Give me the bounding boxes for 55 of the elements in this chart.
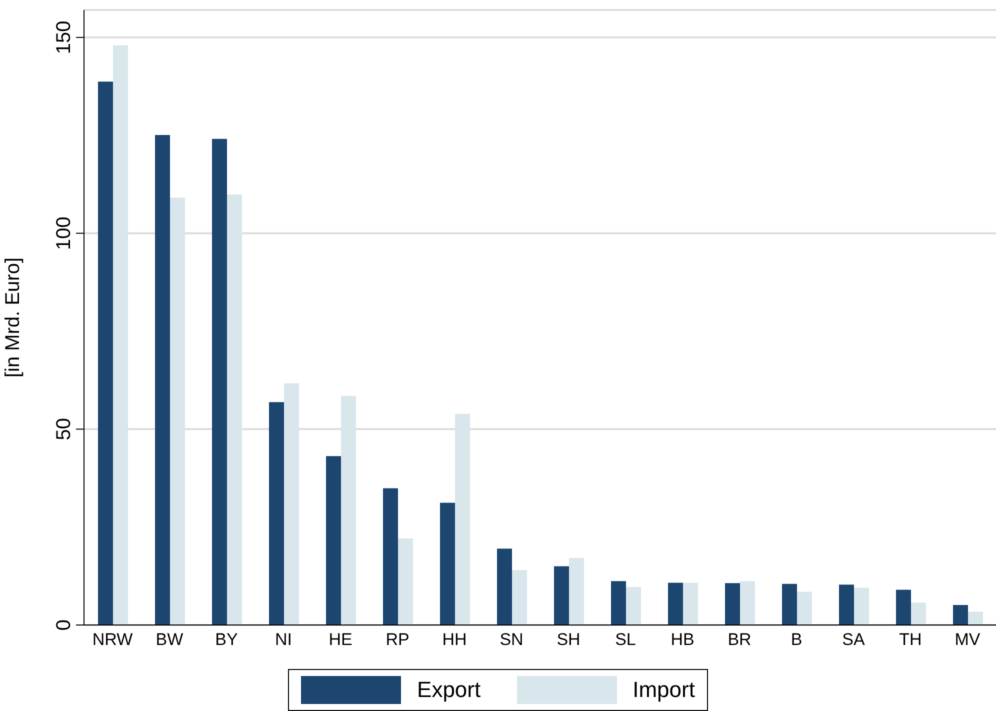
x-tick-label: NRW: [92, 630, 133, 650]
y-axis-title: [in Mrd. Euro]: [2, 257, 24, 378]
y-tick-label: 50: [53, 418, 75, 440]
bar: [269, 402, 284, 625]
bar: [611, 581, 626, 625]
bar: [155, 134, 170, 625]
y-tick-label: 100: [53, 216, 75, 250]
legend-label: Import: [632, 677, 695, 703]
bar: [284, 383, 299, 625]
bar: [953, 605, 968, 625]
bar: [398, 538, 413, 625]
bar: [839, 584, 854, 625]
bar: [683, 582, 698, 625]
bar: [341, 396, 356, 625]
bar: [326, 456, 341, 625]
bar: [497, 548, 512, 625]
x-tick-label: HE: [328, 630, 352, 650]
bar: [170, 198, 185, 625]
x-tick-label: SL: [615, 630, 636, 650]
bar: [512, 570, 527, 625]
legend-label: Export: [417, 677, 481, 703]
bar: [455, 414, 470, 625]
bar: [554, 566, 569, 625]
bar: [440, 502, 455, 625]
bar: [227, 194, 242, 625]
bar: [383, 488, 398, 625]
bar: [797, 592, 812, 625]
x-tick-label: HH: [442, 630, 467, 650]
bar: [626, 587, 641, 625]
x-tick-label: SN: [500, 630, 524, 650]
x-tick-label: B: [790, 630, 802, 650]
x-tick-label: SH: [556, 630, 580, 650]
bar: [212, 138, 227, 625]
bar: [854, 588, 869, 625]
bar: [569, 558, 584, 625]
bar: [98, 82, 113, 625]
bar: [911, 602, 926, 625]
x-tick-label: BY: [215, 630, 238, 650]
y-tick-label: 0: [53, 619, 75, 631]
bar: [113, 45, 128, 625]
x-tick-label: RP: [386, 630, 410, 650]
bar: [725, 583, 740, 625]
x-tick-label: HB: [670, 630, 694, 650]
x-tick-label: BR: [728, 630, 752, 650]
x-tick-label: NI: [275, 630, 292, 650]
x-tick-label: TH: [899, 630, 922, 650]
bar: [740, 581, 755, 625]
x-tick-label: SA: [842, 630, 866, 650]
x-tick-label: MV: [954, 630, 981, 650]
bar: [668, 582, 683, 625]
bar: [782, 584, 797, 625]
bar: [968, 612, 983, 625]
bar: [896, 590, 911, 625]
y-tick-label: 150: [53, 20, 75, 54]
x-tick-label: BW: [156, 630, 184, 650]
